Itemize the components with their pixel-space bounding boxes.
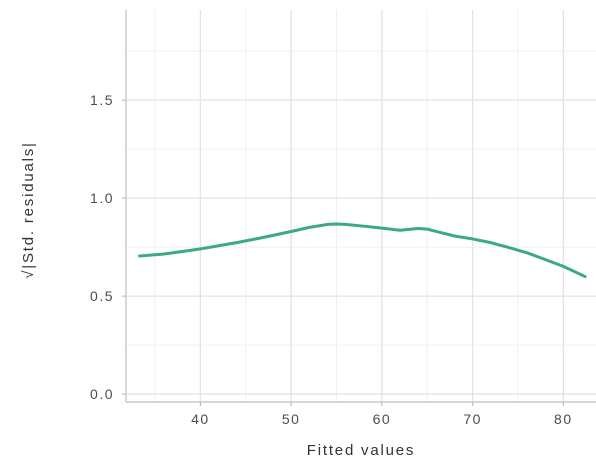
major-gridlines: [126, 10, 596, 402]
y-tick-label: 0.0: [90, 386, 114, 402]
x-axis-title: Fitted values: [307, 442, 415, 459]
x-tick-label: 70: [463, 411, 482, 427]
x-tick-label: 50: [282, 411, 301, 427]
x-tick-label: 80: [554, 411, 573, 427]
series-layer: [138, 222, 587, 279]
x-tick-label: 40: [191, 411, 210, 427]
minor-gridlines: [126, 10, 596, 402]
y-tick-label: 1.0: [90, 190, 114, 206]
x-axis-ticks: 40 50 60 70 80: [191, 402, 573, 427]
y-tick-label: 1.5: [90, 92, 114, 108]
y-axis-title: √|Std. residuals|: [20, 141, 37, 279]
y-tick-label: 0.5: [90, 288, 114, 304]
x-tick-label: 60: [373, 411, 392, 427]
y-axis-ticks: 0.0 0.5 1.0 1.5: [90, 92, 126, 402]
series-line: [138, 222, 587, 279]
